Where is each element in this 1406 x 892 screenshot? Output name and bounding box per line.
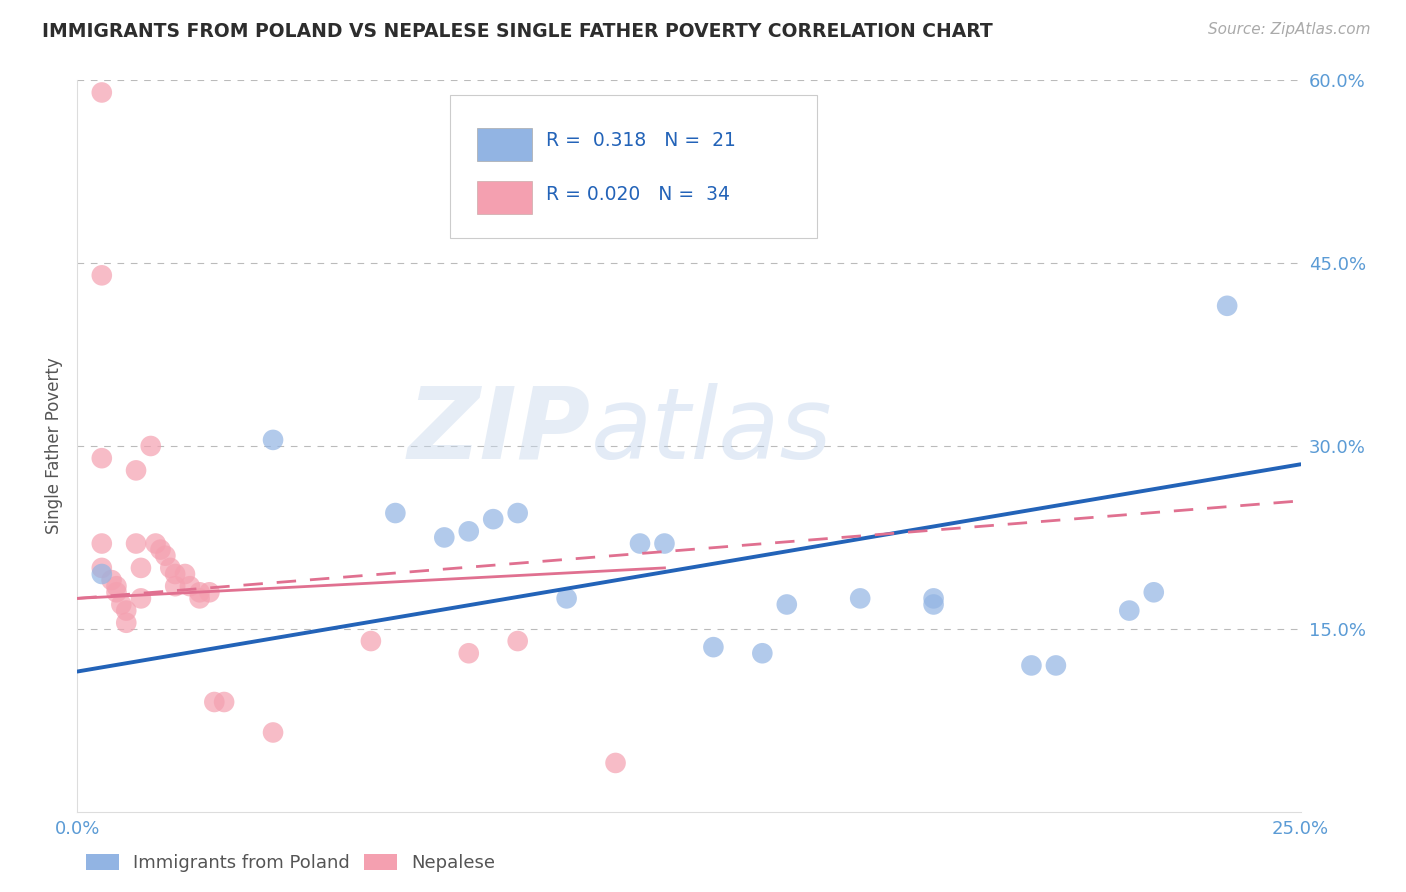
Point xyxy=(628,536,651,550)
Y-axis label: Single Father Poverty: Single Father Poverty xyxy=(45,358,63,534)
Point xyxy=(1045,658,1067,673)
Point xyxy=(100,573,122,587)
Point xyxy=(262,725,284,739)
Point xyxy=(188,591,211,606)
FancyBboxPatch shape xyxy=(477,128,533,161)
Point xyxy=(159,561,181,575)
Point xyxy=(174,567,197,582)
Point xyxy=(555,591,578,606)
Point xyxy=(654,536,676,550)
Point xyxy=(129,591,152,606)
Point xyxy=(202,695,225,709)
Point xyxy=(198,585,221,599)
Point xyxy=(90,268,112,283)
Legend: Immigrants from Poland, Nepalese: Immigrants from Poland, Nepalese xyxy=(86,854,495,872)
Point xyxy=(433,530,456,544)
Point xyxy=(384,506,406,520)
Point xyxy=(110,598,132,612)
Point xyxy=(1021,658,1043,673)
Point xyxy=(145,536,167,550)
Point xyxy=(849,591,872,606)
FancyBboxPatch shape xyxy=(450,95,817,237)
Point xyxy=(1118,603,1140,617)
Point xyxy=(751,646,773,660)
Point xyxy=(922,591,945,606)
Point xyxy=(262,433,284,447)
Point xyxy=(155,549,177,563)
Point xyxy=(90,536,112,550)
Point xyxy=(149,542,172,557)
Point xyxy=(506,634,529,648)
Point xyxy=(165,579,187,593)
Text: Source: ZipAtlas.com: Source: ZipAtlas.com xyxy=(1208,22,1371,37)
Point xyxy=(90,451,112,466)
Point xyxy=(139,439,162,453)
Point xyxy=(165,567,187,582)
Point xyxy=(115,603,138,617)
Text: ZIP: ZIP xyxy=(408,383,591,480)
Point xyxy=(360,634,382,648)
Text: R = 0.020   N =  34: R = 0.020 N = 34 xyxy=(546,185,730,204)
Point xyxy=(179,579,201,593)
Point xyxy=(1216,299,1239,313)
Point xyxy=(188,585,211,599)
Point xyxy=(105,585,128,599)
Text: atlas: atlas xyxy=(591,383,832,480)
Point xyxy=(605,756,627,770)
Point xyxy=(125,463,148,477)
Point xyxy=(702,640,724,655)
Point xyxy=(482,512,505,526)
Point xyxy=(776,598,799,612)
Point xyxy=(922,598,945,612)
Text: R =  0.318   N =  21: R = 0.318 N = 21 xyxy=(546,131,735,151)
Point xyxy=(125,536,148,550)
Point xyxy=(105,579,128,593)
Point xyxy=(90,561,112,575)
Point xyxy=(129,561,152,575)
Text: IMMIGRANTS FROM POLAND VS NEPALESE SINGLE FATHER POVERTY CORRELATION CHART: IMMIGRANTS FROM POLAND VS NEPALESE SINGL… xyxy=(42,22,993,41)
Point xyxy=(115,615,138,630)
Point xyxy=(90,567,112,582)
Point xyxy=(457,524,479,539)
Point xyxy=(90,86,112,100)
Point xyxy=(457,646,479,660)
Point xyxy=(1143,585,1166,599)
Point xyxy=(506,506,529,520)
Point xyxy=(212,695,235,709)
FancyBboxPatch shape xyxy=(477,181,533,214)
